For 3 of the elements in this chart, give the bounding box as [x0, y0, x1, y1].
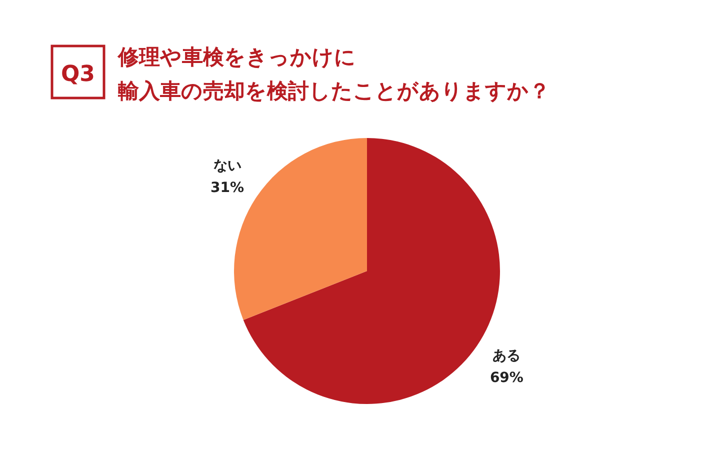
chart-subtitle: 輸入車の売却を検討したことがありますか？	[117, 79, 550, 103]
annotation: Q3	[50, 44, 106, 100]
chart-title: 修理や車検をきっかけに	[117, 45, 356, 69]
